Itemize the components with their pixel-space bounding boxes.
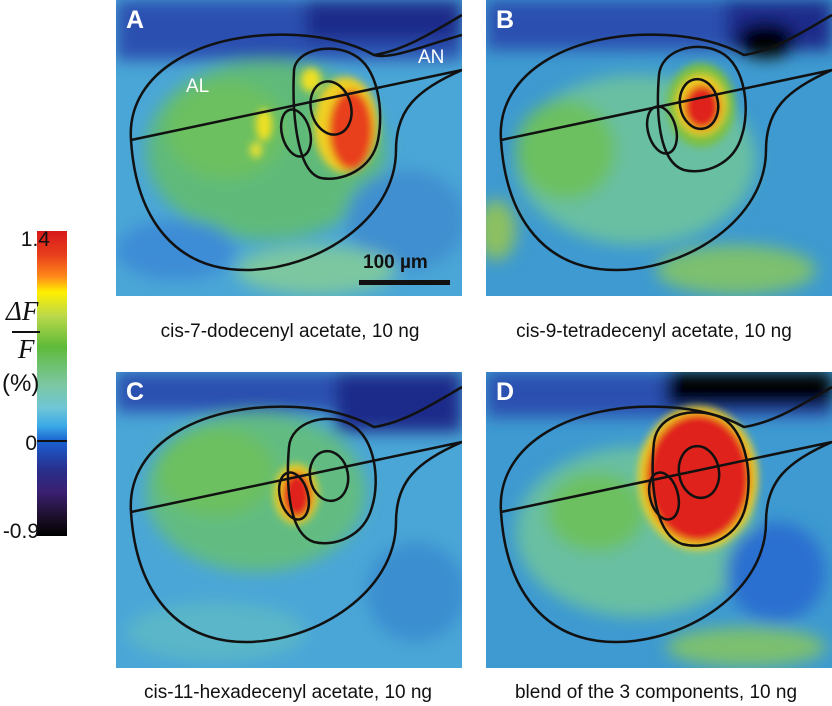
panel-d-image — [486, 372, 832, 668]
panel-b-letter: B — [496, 6, 515, 34]
panel-c-caption: cis-11-hexadecenyl acetate, 10 ng — [144, 682, 432, 703]
colorbar-min-label: -0.9 — [2, 520, 39, 543]
panel-c-letter: C — [126, 378, 145, 406]
panel-b-image — [486, 0, 832, 296]
colorbar — [37, 231, 67, 536]
panel-c-image — [116, 372, 462, 668]
scalebar-label: 100 µm — [363, 252, 428, 273]
colorbar-max-label: 1.4 — [20, 228, 50, 251]
colorbar-zero-line — [37, 440, 67, 442]
panel-a-image — [116, 0, 462, 296]
panel-a-caption: cis-7-dodecenyl acetate, 10 ng — [160, 321, 420, 342]
panel-d: D — [486, 372, 832, 668]
panel-b: B — [486, 0, 832, 296]
colorbar-numerator: ΔF — [6, 296, 39, 326]
panel-c: C — [116, 372, 462, 668]
panel-d-caption: blend of the 3 components, 10 ng — [514, 682, 798, 703]
an-label: AN — [418, 47, 445, 68]
al-label: AL — [186, 76, 210, 97]
panel-d-letter: D — [496, 378, 515, 406]
scalebar-line — [359, 280, 450, 285]
panel-a: A AL AN 100 µm — [116, 0, 462, 296]
panel-a-letter: A — [126, 6, 145, 34]
panel-b-caption: cis-9-tetradecenyl acetate, 10 ng — [516, 321, 792, 342]
colorbar-unit: (%) — [2, 370, 40, 397]
colorbar-denominator: F — [18, 334, 35, 364]
colorbar-fraction-line — [12, 331, 40, 333]
colorbar-zero-label: 0 — [25, 432, 37, 455]
